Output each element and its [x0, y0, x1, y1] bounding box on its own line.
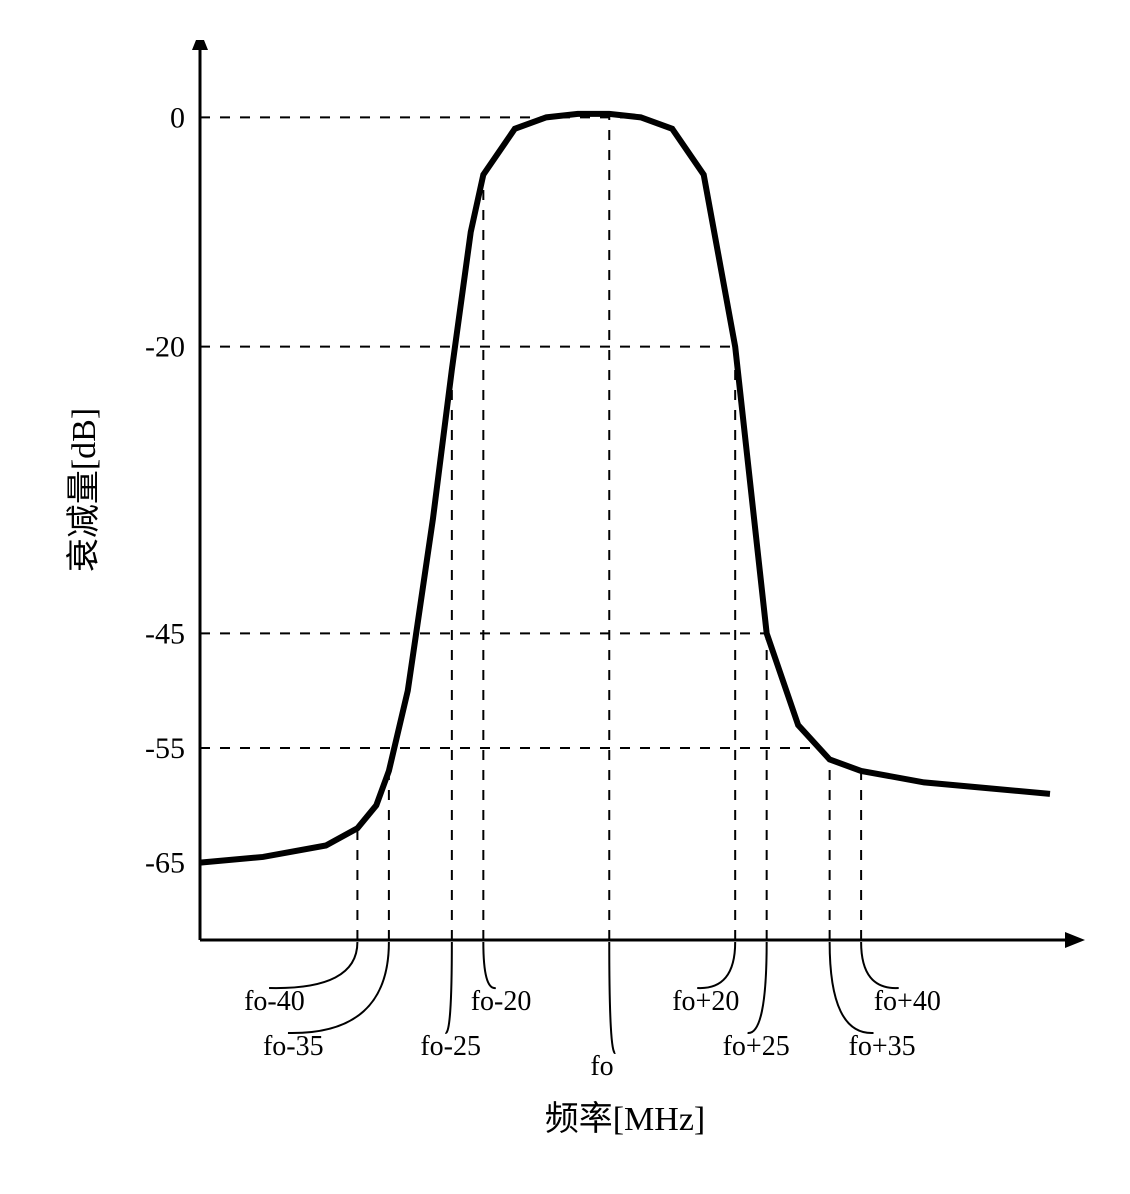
x-tick-label: fo+25: [723, 1031, 790, 1062]
x-tick-label: fo-25: [420, 1031, 481, 1062]
y-axis-label: 衰减量[dB]: [65, 408, 103, 572]
x-tick-label: fo: [590, 1051, 613, 1082]
y-tick-label: -45: [145, 617, 185, 650]
y-axis-arrow: [192, 40, 208, 50]
leader-line: [269, 942, 357, 988]
y-tick-label: -65: [145, 847, 185, 880]
leader-line: [861, 942, 899, 988]
y-tick-label: -55: [145, 732, 185, 765]
leader-line: [445, 942, 451, 1033]
x-tick-label: fo+20: [672, 986, 739, 1017]
leader-line: [609, 942, 615, 1053]
x-axis-arrow: [1065, 932, 1085, 948]
x-tick-label: fo-40: [244, 986, 305, 1017]
response-curve: [200, 114, 1050, 863]
leader-line: [483, 942, 495, 988]
filter-response-chart: 0 -20 -45 -55 -65 fo-40 fo-35 fo-25 fo-20 fo fo+20…: [40, 40, 1090, 1150]
y-tick-label: -20: [145, 331, 185, 364]
x-tick-label: fo+40: [874, 986, 941, 1017]
x-tick-label: fo+35: [849, 1031, 916, 1062]
leader-line: [697, 942, 735, 988]
leader-line: [748, 942, 767, 1033]
chart-svg: 0 -20 -45 -55 -65 fo-40 fo-35 fo-25 fo-20 fo fo+20…: [40, 40, 1090, 1150]
x-tick-label: fo-20: [471, 986, 532, 1017]
y-tick-label: 0: [170, 101, 185, 134]
x-axis-label: 频率[MHz]: [545, 1100, 706, 1138]
x-tick-label: fo-35: [263, 1031, 324, 1062]
leader-line: [830, 942, 874, 1033]
